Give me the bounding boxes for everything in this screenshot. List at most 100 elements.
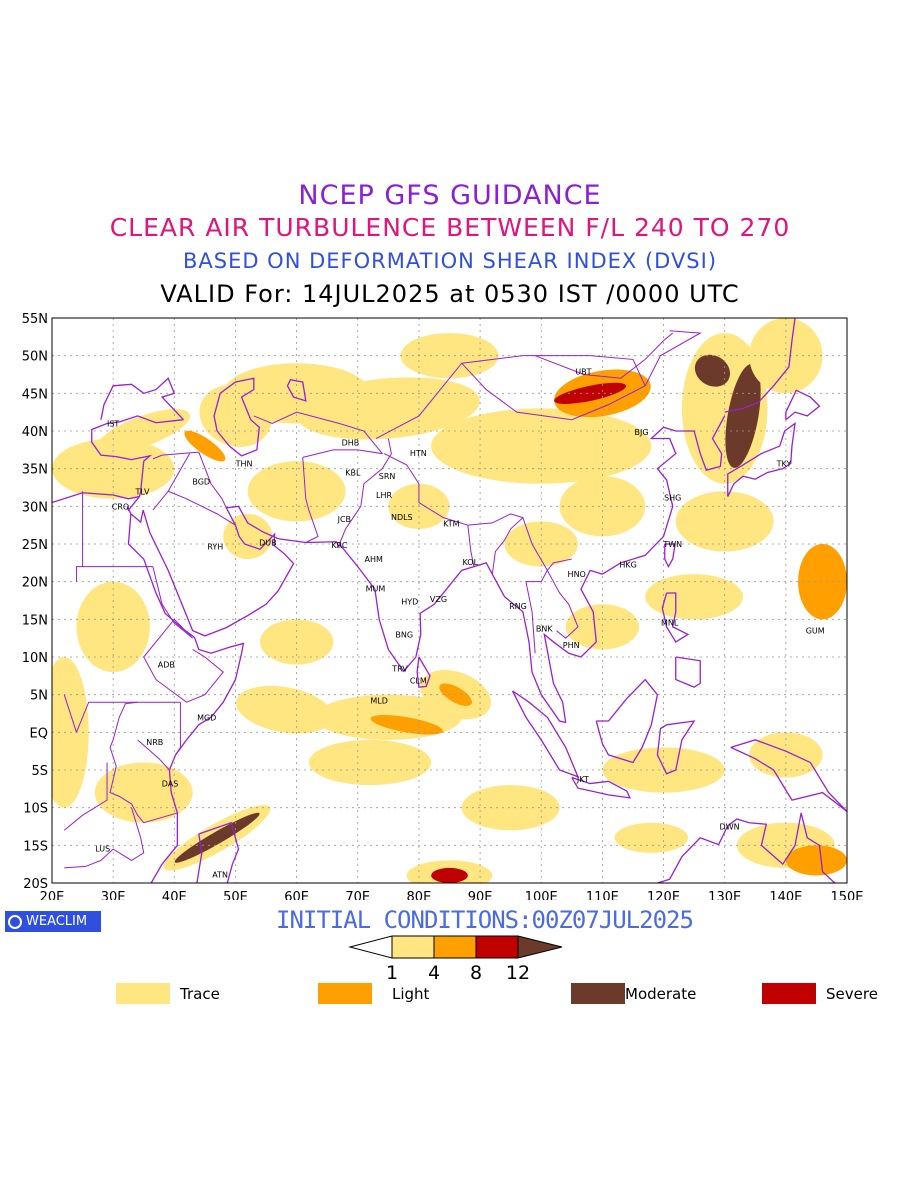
brand-text: WEACLIM [26, 914, 88, 929]
scale-tick-12: 12 [506, 962, 530, 982]
scale-over-arrow [517, 935, 563, 959]
trace-zone [559, 476, 646, 537]
lat-label-45n: 45N [22, 387, 48, 402]
legend-light-swatch [318, 983, 372, 1004]
map-frame [51, 317, 848, 884]
trace-zone [614, 822, 688, 853]
border-2 [467, 525, 475, 567]
legend-severe-label: Severe [826, 984, 878, 1003]
turbulence-map: IST TLV CRO BGD THN RYH DUB ADB MGD NRB DAS LUS ATN D… [22, 312, 864, 900]
city-hno: HNO [568, 570, 586, 579]
lon-label-130e: 130E [708, 890, 741, 900]
color-scale-bar: 1 4 8 12 [348, 935, 563, 982]
coastline-12 [657, 837, 719, 883]
border-21 [63, 762, 108, 831]
lon-label-50e: 50E [223, 890, 248, 900]
scale-under-arrow [348, 935, 393, 959]
lat-label-5n: 5N [30, 689, 48, 704]
coastline-20 [127, 513, 245, 883]
city-ryh: RYH [207, 542, 223, 551]
trace-zone [223, 513, 273, 560]
city-vzg: VZG [430, 595, 447, 604]
trace-zone [259, 619, 334, 665]
coastline-0 [338, 543, 566, 724]
trace-zone [247, 461, 346, 522]
border-10 [152, 451, 199, 460]
city-shg: SHG [664, 493, 681, 502]
border-27 [534, 332, 674, 379]
city-gum: GUM [806, 627, 825, 636]
light-zone [370, 715, 443, 735]
city-htn: HTN [410, 449, 427, 458]
city-bjg: BJG [634, 428, 648, 437]
coastline-23 [286, 379, 307, 402]
severe-zone [554, 382, 627, 404]
coastline-17 [126, 496, 341, 637]
border-20 [109, 701, 178, 824]
city-lus: LUS [95, 844, 110, 853]
city-tlv: TLV [135, 487, 150, 496]
city-ist: IST [107, 419, 119, 428]
turbulence-zones [52, 318, 847, 883]
weaclim-logo: WEACLIM [5, 911, 101, 932]
lat-label-15s: 15S [23, 839, 48, 854]
border-11 [168, 490, 236, 526]
lat-label-35n: 35N [22, 463, 48, 478]
moderate-zone [694, 354, 731, 387]
city-srn: SRN [379, 472, 396, 481]
legend-trace-swatch [116, 983, 170, 1004]
coastline-5 [595, 678, 659, 764]
coastline-8 [675, 656, 701, 688]
trace-zone [431, 408, 652, 484]
city-ahm: AHM [364, 555, 382, 564]
legend-light: Light [318, 983, 429, 1004]
trace-zone [675, 491, 774, 552]
coastline-9 [664, 543, 676, 568]
trace-zone [236, 685, 333, 734]
scale-tick-4: 4 [428, 962, 440, 982]
lon-label-110e: 110E [586, 890, 619, 900]
coastline-1 [543, 415, 726, 723]
legend-trace: Trace [116, 983, 220, 1004]
legend-trace-label: Trace [180, 984, 220, 1003]
border-3 [491, 516, 548, 654]
lat-label-15n: 15N [22, 613, 48, 628]
border-9 [198, 451, 227, 509]
border-1 [383, 453, 524, 526]
coastline-4 [571, 776, 631, 799]
city-ktm: KTM [443, 520, 460, 529]
trace-zone [296, 377, 480, 440]
city-bgd: BGD [192, 477, 210, 486]
lon-label-120e: 120E [647, 890, 680, 900]
border-12 [152, 453, 191, 511]
city-bng: BNG [395, 630, 413, 639]
border-15 [152, 566, 193, 639]
city-lhr: LHR [376, 491, 392, 500]
title-line-1: NCEP GFS GUIDANCE [298, 180, 602, 211]
lon-label-70e: 70E [345, 890, 370, 900]
axis-labels: 55N 50N 45N 40N 35N 30N 25N 20N 15N 10N 5N EQ 5S 10S 1… [22, 312, 864, 900]
border-4 [546, 558, 579, 639]
logo-ring-icon [8, 914, 22, 929]
border-22 [137, 739, 170, 771]
city-mld: MLD [370, 697, 388, 706]
gridlines [52, 318, 847, 883]
coastline-7 [661, 592, 690, 643]
legend-moderate-swatch [571, 983, 625, 1004]
city-kbl: KBL [345, 468, 361, 477]
scale-light-box [433, 935, 477, 959]
coastline-19 [100, 377, 184, 421]
trace-zone [76, 581, 150, 673]
city-dhb: DHB [342, 438, 360, 447]
border-7 [253, 411, 384, 458]
city-phn: PHN [563, 641, 580, 650]
city-clm: CLM [410, 676, 427, 685]
light-zone [798, 544, 847, 620]
legend-moderate-label: Moderate [625, 984, 697, 1003]
title-line-2: CLEAR AIR TURBULENCE BETWEEN F/L 240 TO … [109, 213, 791, 242]
city-das: DAS [162, 780, 179, 789]
city-ubt: UBT [575, 367, 591, 376]
lat-label-10n: 10N [22, 651, 48, 666]
initial-conditions: INITIAL CONDITIONS:00Z07JUL2025 [276, 906, 694, 934]
legend-severe-swatch [762, 983, 816, 1004]
